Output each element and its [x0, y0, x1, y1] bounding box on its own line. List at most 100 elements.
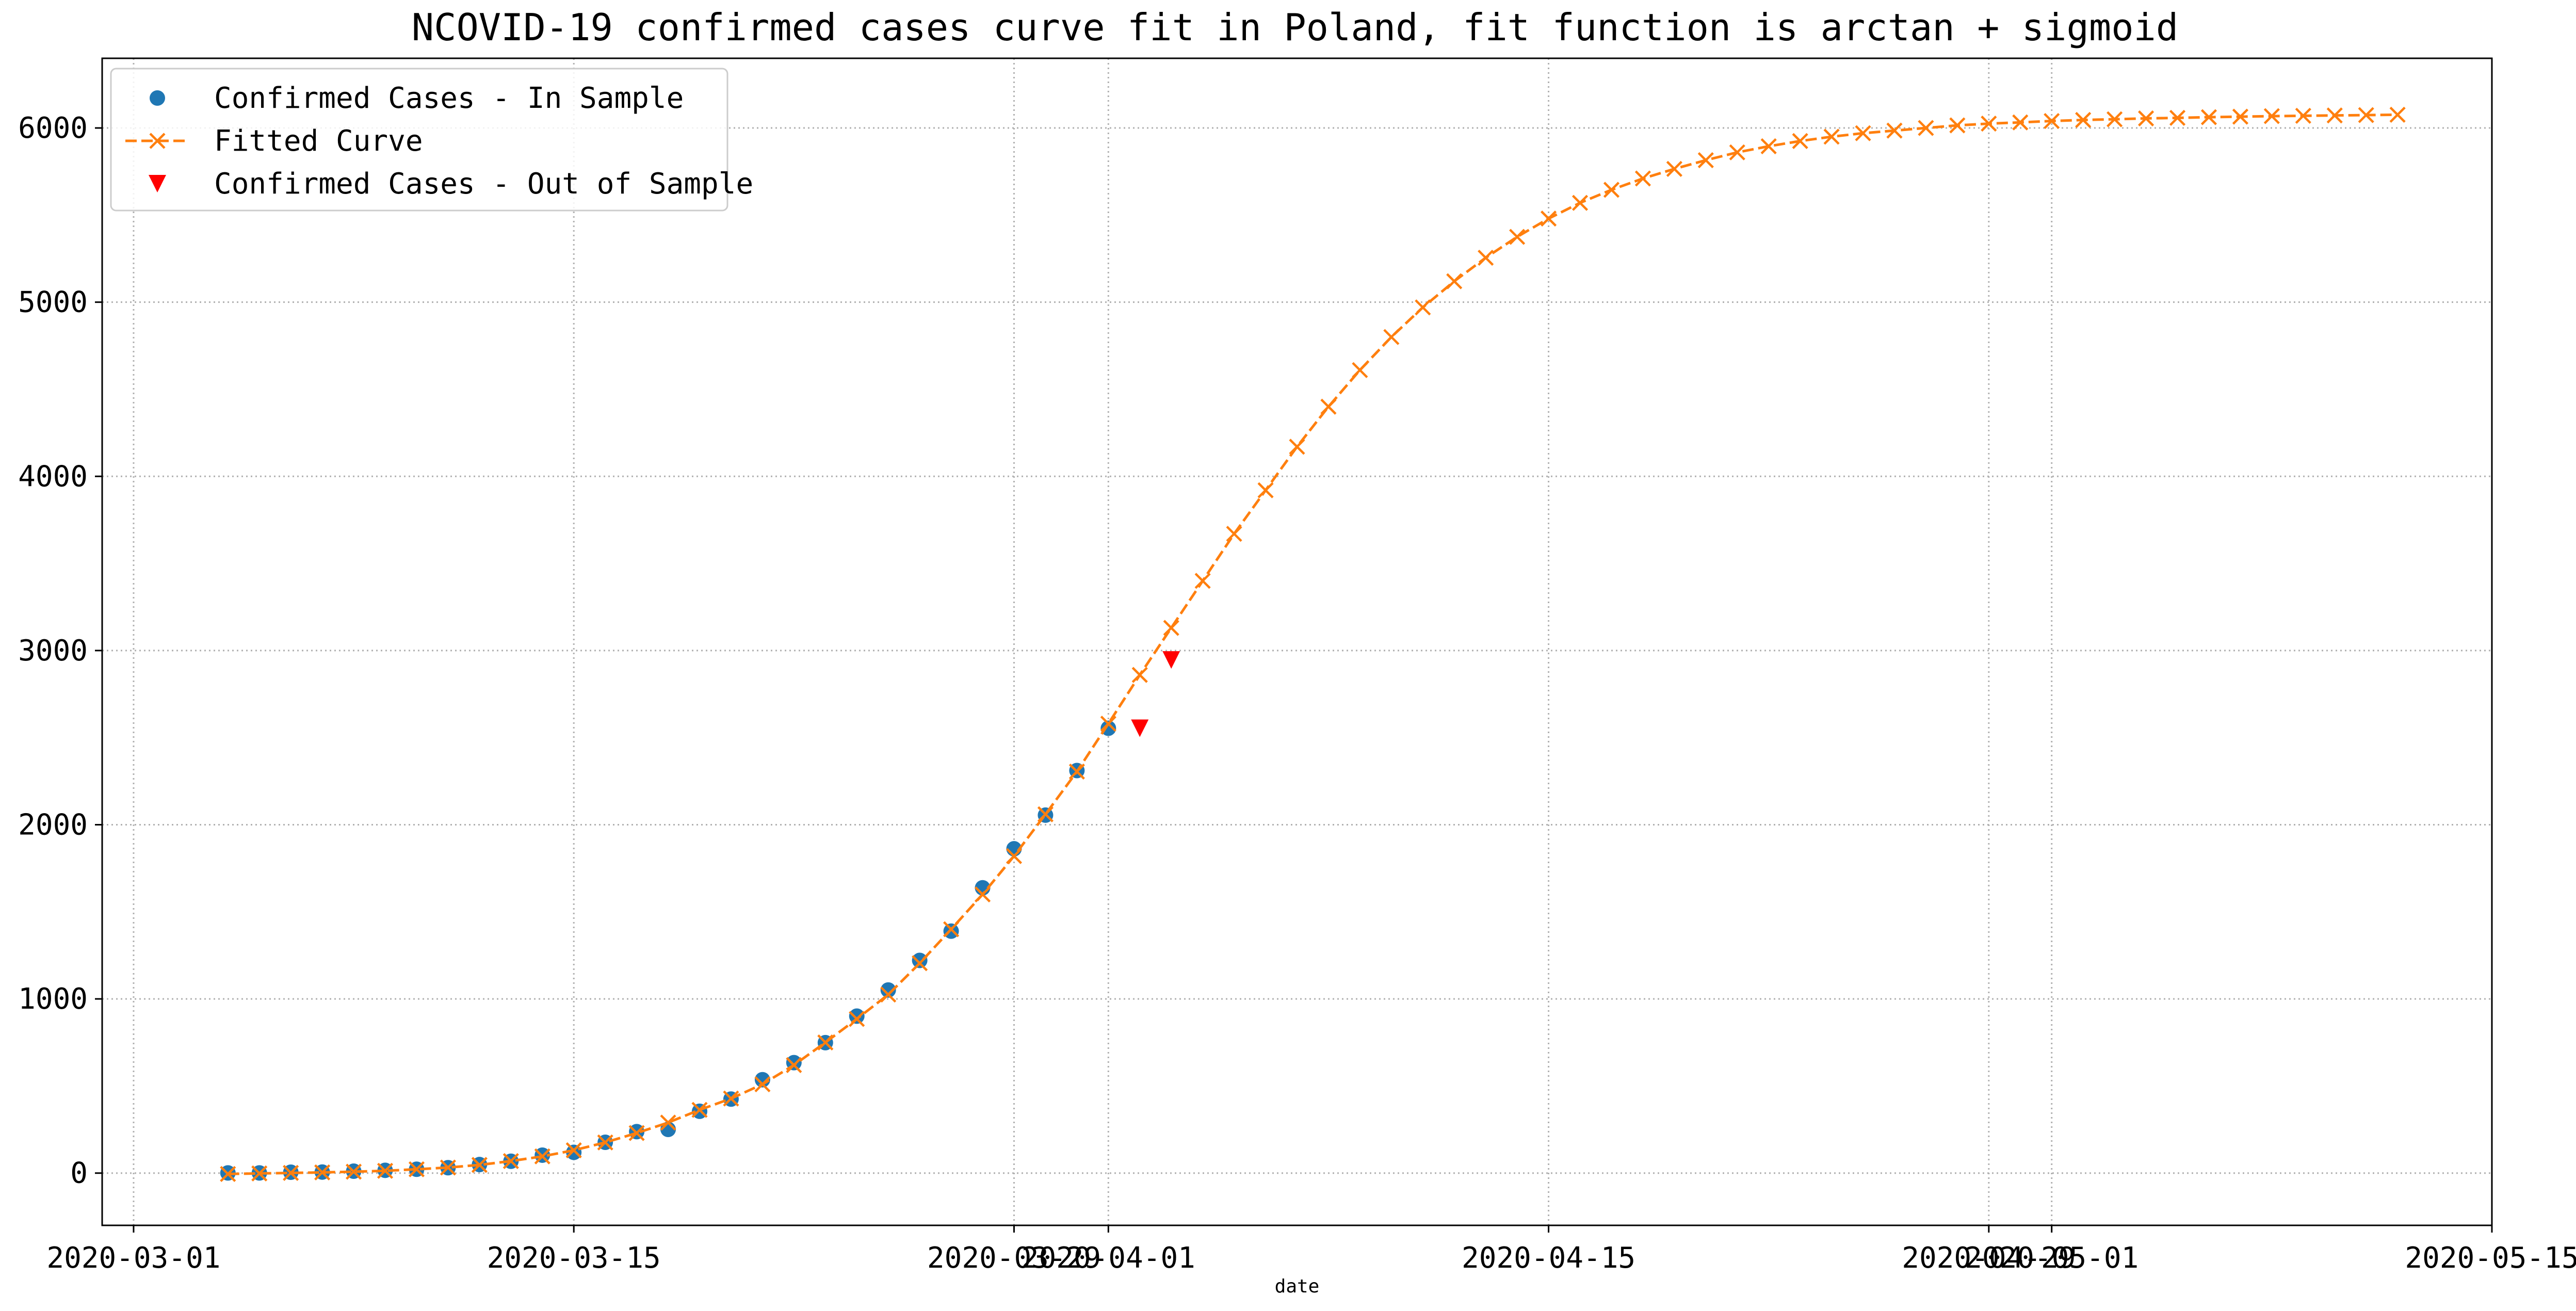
legend: Confirmed Cases - In Sample Fitted Curve C… — [110, 68, 753, 212]
fitted-curve-line — [228, 113, 2398, 1175]
data-point — [2326, 107, 2343, 124]
data-point — [1981, 116, 1997, 132]
data-point — [1289, 439, 1305, 455]
legend-label: Confirmed Cases - Out of Sample — [214, 167, 753, 201]
data-point — [2232, 108, 2249, 125]
x-axis-label: date — [1275, 1276, 1320, 1297]
chart-title: NCOVID-19 confirmed cases curve fit in P… — [412, 6, 2178, 49]
legend-box — [110, 68, 728, 212]
y-tick-label: 4000 — [18, 460, 88, 493]
grid — [102, 58, 2493, 1225]
data-point — [912, 952, 928, 968]
data-point — [2389, 106, 2406, 123]
data-point — [1446, 273, 1463, 289]
data-point — [1949, 117, 1966, 134]
axis-ticks: 2020-03-01 2020-03-15 2020-03-292020-04-01… — [18, 111, 2576, 1275]
data-point — [1131, 719, 1149, 737]
plot-frame — [101, 57, 2493, 1226]
x-tick-label: 2020-03-15 — [487, 1241, 661, 1275]
legend-marker — [149, 175, 166, 192]
data-point — [880, 982, 896, 998]
data-point — [1697, 152, 1714, 169]
data-point — [1037, 806, 1054, 822]
data-point — [2012, 114, 2029, 131]
data-point — [597, 1134, 613, 1151]
data-point — [1163, 620, 1179, 636]
data-point — [220, 1166, 236, 1182]
data-point — [849, 1011, 865, 1027]
series-x — [220, 106, 2406, 1182]
x-tick-label: 2020-05-15 — [2405, 1241, 2576, 1275]
x-tick-label: 2020-04-01 — [1022, 1241, 1195, 1275]
data-point — [2044, 112, 2060, 130]
data-point — [1571, 195, 1589, 211]
data-point — [786, 1057, 802, 1073]
data-point — [1823, 128, 1840, 145]
data-point — [2295, 107, 2311, 124]
data-point — [2075, 111, 2092, 128]
legend-marker — [150, 90, 165, 106]
data-point — [754, 1076, 771, 1093]
data-point — [2200, 109, 2217, 125]
x-tick-label: 2020-03-01 — [46, 1241, 220, 1275]
data-point — [943, 921, 960, 937]
data-point — [691, 1102, 708, 1118]
data-point — [1509, 229, 1526, 245]
data-point — [1760, 138, 1777, 155]
x-tick-label: 2020-04-29 — [1902, 1241, 2076, 1275]
data-point — [1383, 329, 1400, 345]
data-point — [1162, 651, 1180, 669]
legend-label: Fitted Curve — [214, 124, 423, 158]
data-point — [1918, 120, 1934, 136]
legend-label: Confirmed Cases - In Sample — [214, 82, 684, 115]
data-point — [1320, 398, 1337, 415]
data-point — [1194, 573, 1211, 589]
data-point — [1352, 362, 1368, 378]
data-point — [2263, 108, 2280, 124]
data-point — [566, 1144, 582, 1160]
legend-marker — [149, 133, 166, 149]
data-point — [283, 1164, 299, 1181]
data-point — [1131, 667, 1148, 683]
data-point — [1666, 160, 1682, 177]
data-point — [1068, 763, 1085, 780]
data-point — [1886, 122, 1903, 139]
y-tick-label: 5000 — [18, 286, 88, 319]
data-point — [1855, 125, 1871, 141]
data-point — [314, 1164, 331, 1180]
data-point — [2169, 109, 2186, 126]
data-point — [1006, 848, 1023, 864]
data-point — [1603, 182, 1620, 198]
data-point — [1729, 144, 1745, 160]
data-point — [1100, 716, 1116, 732]
data-point — [408, 1161, 425, 1177]
data-point — [849, 1008, 865, 1024]
data-point — [2137, 110, 2154, 127]
data-point — [660, 1114, 676, 1131]
data-point — [471, 1157, 488, 1173]
data-point — [723, 1090, 739, 1107]
series-layer — [220, 106, 2406, 1182]
data-point — [377, 1162, 394, 1179]
x-tick-label: 2020-05-01 — [1965, 1241, 2138, 1275]
data-point — [251, 1165, 268, 1181]
data-point — [440, 1159, 457, 1176]
data-point — [1540, 211, 1557, 227]
x-tick-label: 2020-03-29 — [927, 1241, 1101, 1275]
y-tick-label: 2000 — [18, 808, 88, 841]
data-point — [880, 986, 897, 1003]
data-point — [534, 1148, 550, 1164]
data-point — [912, 955, 928, 972]
y-tick-label: 6000 — [18, 111, 88, 145]
data-point — [1634, 170, 1651, 187]
y-tick-label: 1000 — [18, 982, 88, 1016]
data-point — [817, 1034, 834, 1051]
data-point — [974, 886, 991, 903]
data-point — [628, 1125, 645, 1141]
data-point — [1100, 720, 1116, 736]
data-point — [2358, 107, 2374, 123]
data-point — [565, 1142, 582, 1159]
series-triangle-down — [1131, 651, 1180, 737]
